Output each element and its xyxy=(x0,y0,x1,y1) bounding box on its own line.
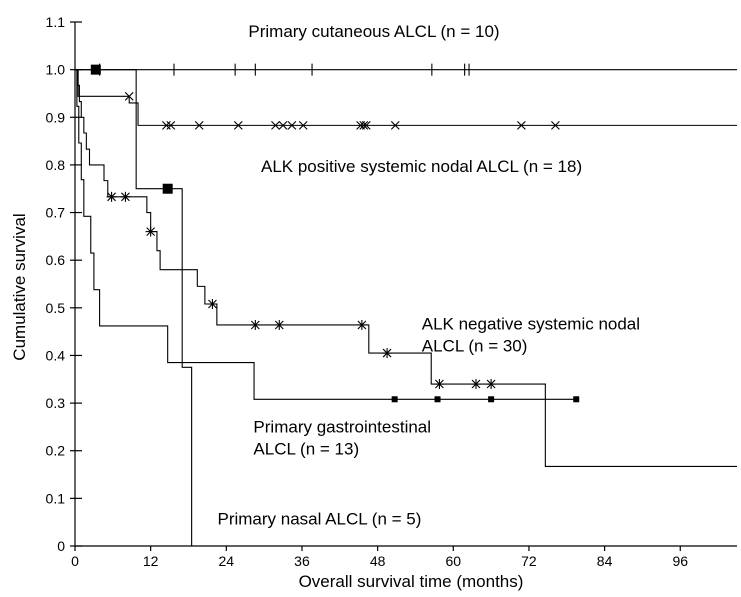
series-1 xyxy=(75,63,737,76)
censor-mark xyxy=(470,379,481,390)
censor-mark xyxy=(271,120,280,130)
censor-mark xyxy=(162,183,173,194)
censor-mark xyxy=(434,379,445,390)
y-tick-label: 1.1 xyxy=(46,14,66,30)
censor-mark xyxy=(488,396,495,403)
censor-mark xyxy=(90,64,101,75)
y-tick-label: 0.7 xyxy=(46,205,66,221)
censor-mark xyxy=(382,348,393,359)
y-tick-label: 0.6 xyxy=(46,252,66,268)
censor-mark xyxy=(573,396,580,403)
y-tick-label: 0.4 xyxy=(46,347,66,363)
censor-mark xyxy=(390,120,400,130)
censor-mark xyxy=(486,379,497,390)
x-axis-title: Overall survival time (months) xyxy=(299,572,524,591)
series-annotation: Primary nasal ALCL (n = 5) xyxy=(217,510,421,529)
series-annotation: ALCL (n = 13) xyxy=(253,440,359,459)
x-tick-label: 0 xyxy=(71,553,79,569)
censor-mark xyxy=(361,120,371,130)
y-tick-label: 1.0 xyxy=(46,62,66,78)
censor-mark xyxy=(120,191,131,202)
censor-mark xyxy=(391,396,398,403)
x-tick-label: 24 xyxy=(219,553,235,569)
series-annotation: ALK positive systemic nodal ALCL (n = 18… xyxy=(261,157,582,176)
censor-mark xyxy=(516,120,526,130)
survival-curve xyxy=(75,69,193,546)
x-tick-label: 72 xyxy=(521,553,537,569)
censor-mark xyxy=(194,120,204,130)
censor-mark xyxy=(356,319,367,330)
censor-mark xyxy=(145,226,156,237)
chart-axes: 0 12 24 36 48 60 72 84 96 0 0.1 0.2 0.3 0.4 0.5 0.6 0.7 0… xyxy=(46,14,737,569)
censor-mark xyxy=(166,120,176,130)
series-annotation: Primary gastrointestinal xyxy=(253,418,431,437)
y-tick-label: 0.2 xyxy=(46,443,66,459)
censor-mark xyxy=(551,120,560,130)
y-tick-label: 0.8 xyxy=(46,157,66,173)
censor-mark xyxy=(207,299,218,310)
censor-mark xyxy=(434,396,441,403)
series-layer xyxy=(75,63,737,546)
censor-mark xyxy=(287,120,297,130)
survival-curve xyxy=(75,69,737,467)
censor-mark xyxy=(162,120,171,130)
censor-mark xyxy=(278,120,288,130)
series-3 xyxy=(75,69,737,467)
censor-mark xyxy=(298,120,308,130)
x-tick-label: 12 xyxy=(143,553,159,569)
survival-curve xyxy=(75,69,737,126)
survival-curve xyxy=(75,69,577,400)
series-annotation: ALCL (n = 30) xyxy=(422,336,528,355)
series-annotation: ALK negative systemic nodal xyxy=(422,314,640,333)
censor-mark xyxy=(274,319,285,330)
series-5 xyxy=(75,64,193,546)
x-tick-label: 84 xyxy=(597,553,613,569)
censor-mark xyxy=(106,191,117,202)
series-4 xyxy=(75,69,580,403)
annotation-layer: Primary cutaneous ALCL (n = 10) ALK posit… xyxy=(217,22,640,528)
x-tick-label: 48 xyxy=(370,553,386,569)
censor-mark xyxy=(233,120,243,130)
x-tick-label: 96 xyxy=(672,553,688,569)
series-2 xyxy=(75,69,737,130)
censor-mark xyxy=(250,319,261,330)
y-tick-label: 0.5 xyxy=(46,300,66,316)
x-tick-label: 60 xyxy=(445,553,461,569)
y-tick-label: 0.3 xyxy=(46,395,66,411)
y-axis-title: Cumulative survival xyxy=(10,213,29,360)
x-tick-label: 36 xyxy=(294,553,310,569)
censor-mark xyxy=(124,91,134,101)
y-tick-label: 0 xyxy=(57,538,65,554)
censor-mark xyxy=(359,120,369,130)
y-tick-label: 0.1 xyxy=(46,490,66,506)
series-annotation: Primary cutaneous ALCL (n = 10) xyxy=(248,22,499,41)
y-tick-label: 0.9 xyxy=(46,109,66,125)
